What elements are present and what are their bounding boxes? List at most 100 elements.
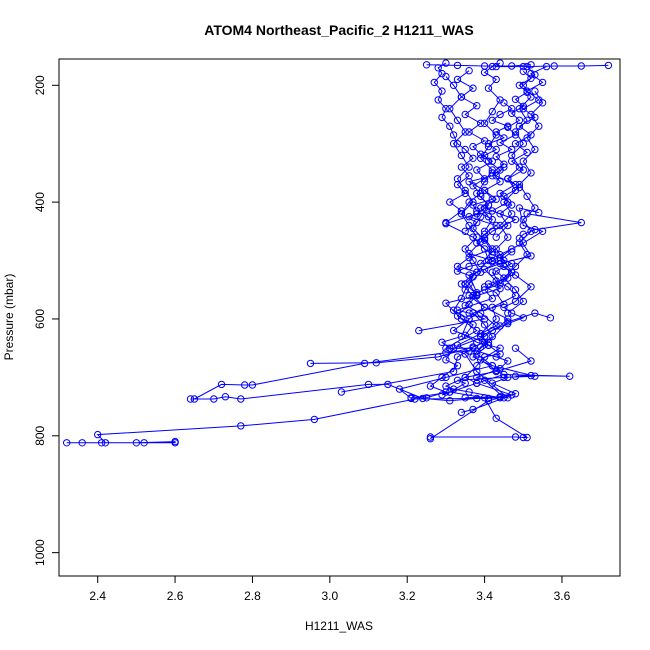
data-point xyxy=(523,433,531,442)
data-point xyxy=(504,123,512,132)
series-line xyxy=(66,347,533,444)
x-tick-label: 3.2 xyxy=(399,589,416,603)
data-point xyxy=(306,359,315,368)
data-point xyxy=(488,303,496,311)
data-point xyxy=(465,172,473,180)
data-point xyxy=(531,309,539,317)
data-point xyxy=(446,397,454,405)
x-tick-label: 3.6 xyxy=(554,589,571,603)
data-point xyxy=(484,213,493,221)
data-point xyxy=(504,373,512,382)
data-point xyxy=(527,371,535,380)
data-point xyxy=(469,256,477,265)
data-point xyxy=(500,303,508,311)
data-point xyxy=(461,110,469,119)
data-point xyxy=(438,113,446,122)
data-point xyxy=(488,332,496,341)
data-point xyxy=(461,373,469,382)
data-point xyxy=(531,145,539,154)
data-point xyxy=(480,286,489,294)
y-tick-label: 600 xyxy=(33,309,47,329)
data-point xyxy=(519,433,527,442)
series-line xyxy=(472,62,501,264)
data-point xyxy=(504,221,512,230)
data-point xyxy=(511,95,520,104)
data-point xyxy=(500,262,508,271)
data-point xyxy=(531,372,539,380)
data-point xyxy=(515,105,524,113)
data-point xyxy=(461,350,469,358)
data-point xyxy=(446,105,454,113)
data-point xyxy=(221,393,230,401)
data-point xyxy=(496,344,504,352)
data-point xyxy=(465,388,473,396)
data-point xyxy=(457,163,466,171)
data-point xyxy=(511,186,520,195)
data-point xyxy=(508,109,516,118)
data-point xyxy=(492,315,500,323)
data-point xyxy=(465,249,473,258)
data-point xyxy=(415,326,423,335)
data-point xyxy=(449,131,458,139)
data-point xyxy=(140,439,148,447)
data-point xyxy=(488,116,496,125)
data-point xyxy=(78,439,86,447)
data-point xyxy=(511,140,520,148)
data-point xyxy=(461,245,469,253)
data-point xyxy=(449,385,458,393)
series-line xyxy=(433,62,474,223)
data-point xyxy=(519,221,527,230)
data-point xyxy=(422,61,431,69)
data-point xyxy=(442,59,450,67)
data-point xyxy=(500,274,508,282)
data-point xyxy=(94,430,102,439)
data-point xyxy=(477,154,485,163)
data-point xyxy=(500,192,508,201)
data-series xyxy=(492,61,613,71)
data-point xyxy=(480,62,489,70)
data-point xyxy=(515,180,524,189)
data-series xyxy=(477,67,535,221)
data-point xyxy=(449,140,458,148)
data-point xyxy=(508,151,516,160)
data-point xyxy=(457,294,466,303)
data-point xyxy=(442,388,450,396)
data-point xyxy=(484,84,493,92)
data-point xyxy=(442,218,450,227)
x-tick-label: 2.4 xyxy=(89,589,106,603)
data-point xyxy=(473,367,481,376)
data-point xyxy=(535,208,543,217)
data-point xyxy=(515,204,524,212)
data-point xyxy=(480,315,489,323)
data-point xyxy=(492,366,500,375)
data-point xyxy=(515,234,524,243)
data-point xyxy=(496,96,504,104)
data-point xyxy=(442,356,450,364)
series-line xyxy=(310,207,544,364)
data-point xyxy=(449,344,458,352)
data-point xyxy=(523,134,531,142)
data-point xyxy=(310,415,319,424)
data-point xyxy=(546,314,555,322)
data-point xyxy=(508,268,516,276)
series-layer xyxy=(62,59,613,447)
data-point xyxy=(434,353,442,361)
data-point xyxy=(469,353,477,361)
x-tick-label: 2.6 xyxy=(167,589,184,603)
data-series xyxy=(422,61,535,70)
data-point xyxy=(496,178,504,186)
data-point xyxy=(473,291,481,300)
data-point xyxy=(480,178,489,186)
data-point xyxy=(465,280,473,288)
data-point xyxy=(480,186,489,195)
data-point xyxy=(186,395,195,403)
data-point xyxy=(531,87,539,95)
data-point xyxy=(480,303,489,311)
data-point xyxy=(511,433,520,441)
series-line xyxy=(495,66,547,238)
data-point xyxy=(492,233,500,241)
data-point xyxy=(465,128,473,136)
data-point xyxy=(508,145,516,154)
data-point xyxy=(453,267,462,275)
data-point xyxy=(538,78,547,87)
